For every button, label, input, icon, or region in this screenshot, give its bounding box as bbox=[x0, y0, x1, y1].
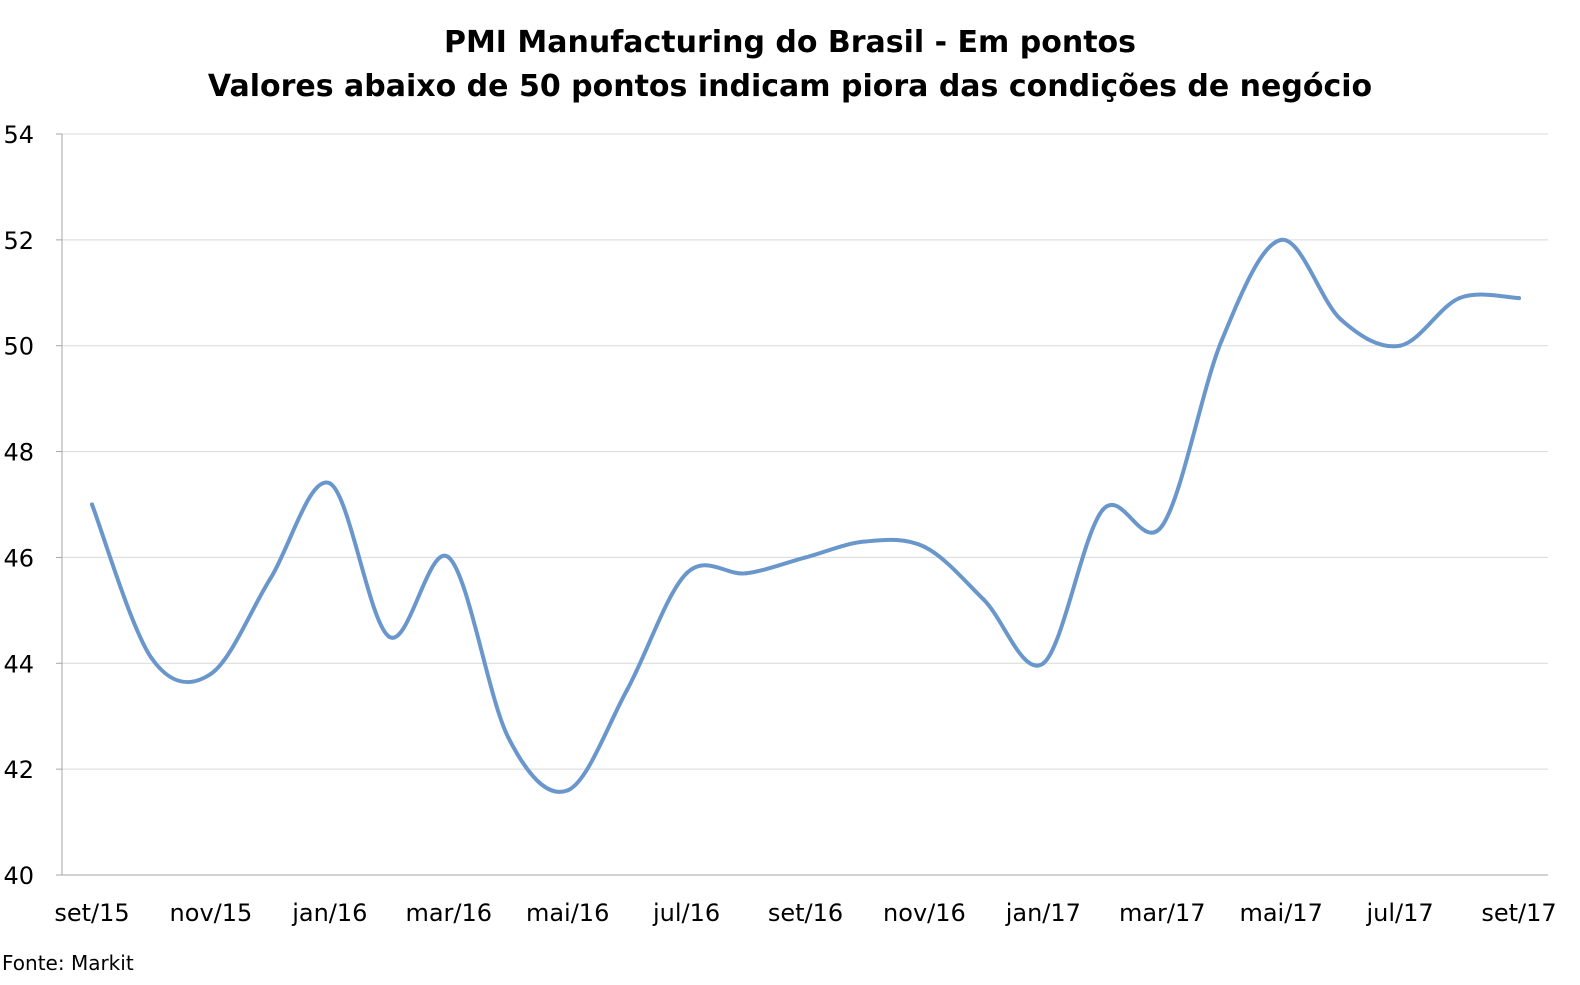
x-tick-label: mai/17 bbox=[1239, 899, 1322, 927]
chart-subtitle: Valores abaixo de 50 pontos indicam pior… bbox=[208, 69, 1372, 104]
x-tick-label: set/16 bbox=[768, 899, 843, 927]
y-tick-label: 42 bbox=[3, 756, 34, 784]
x-tick-label: mar/16 bbox=[405, 899, 492, 927]
x-tick-label: jul/17 bbox=[1365, 899, 1433, 927]
x-tick-label: jan/17 bbox=[1005, 899, 1081, 927]
y-tick-label: 52 bbox=[3, 227, 34, 255]
data-point-nov/15 bbox=[208, 671, 213, 676]
source-note: Fonte: Markit bbox=[2, 951, 134, 975]
x-tick-label: jan/16 bbox=[291, 899, 367, 927]
x-tick-label: nov/15 bbox=[170, 899, 253, 927]
data-point-abr/16 bbox=[506, 735, 511, 740]
data-point-set/17 bbox=[1517, 296, 1521, 301]
y-tick-label: 44 bbox=[3, 650, 34, 678]
data-point-mai/17 bbox=[1279, 237, 1284, 242]
y-tick-label: 48 bbox=[3, 439, 34, 467]
y-tick-label: 40 bbox=[3, 862, 34, 890]
data-point-set/16 bbox=[803, 555, 808, 560]
data-point-jun/16 bbox=[625, 687, 630, 692]
data-point-fev/17 bbox=[1100, 507, 1105, 512]
data-point-mai/16 bbox=[565, 788, 570, 793]
axes bbox=[61, 134, 1548, 876]
y-tick-label: 50 bbox=[3, 333, 34, 361]
x-tick-label: mai/16 bbox=[526, 899, 609, 927]
data-point-jan/16 bbox=[327, 481, 332, 486]
data-point-mar/16 bbox=[446, 555, 451, 560]
y-axis-tick-labels: 40 42 44 46 48 50 52 54 bbox=[3, 121, 34, 890]
x-tick-label: set/17 bbox=[1481, 899, 1556, 927]
data-point-dez/16 bbox=[981, 597, 986, 602]
data-point-jan/17 bbox=[1041, 661, 1046, 666]
data-point-jun/17 bbox=[1338, 317, 1343, 322]
data-point-jul/16 bbox=[684, 571, 689, 576]
x-tick-label: set/15 bbox=[54, 899, 129, 927]
data-point-nov/16 bbox=[922, 544, 927, 549]
data-point-ago/16 bbox=[744, 571, 749, 576]
x-tick-label: nov/16 bbox=[883, 899, 966, 927]
gridlines bbox=[56, 133, 1548, 876]
data-point-ago/17 bbox=[1457, 296, 1462, 301]
data-point-mar/17 bbox=[1160, 523, 1165, 528]
data-point-out/15 bbox=[149, 655, 154, 660]
y-tick-label: 46 bbox=[3, 544, 34, 572]
data-point-abr/17 bbox=[1219, 338, 1224, 343]
data-point-fev/16 bbox=[387, 634, 392, 639]
x-axis-tick-labels: set/15 nov/15 jan/16 mar/16 mai/16 jul/16 set/… bbox=[54, 899, 1556, 927]
x-tick-label: mar/17 bbox=[1119, 899, 1206, 927]
y-tick-label: 54 bbox=[3, 121, 34, 149]
data-point-out/16 bbox=[862, 539, 867, 544]
data-point-jul/17 bbox=[1398, 343, 1403, 348]
data-point-set/15 bbox=[90, 502, 94, 507]
x-tick-label: jul/16 bbox=[652, 899, 720, 927]
data-point-dez/15 bbox=[268, 576, 273, 581]
chart-title: PMI Manufacturing do Brasil - Em pontos bbox=[444, 25, 1136, 60]
series-line-pmi bbox=[90, 237, 1521, 794]
series-layer bbox=[90, 237, 1521, 794]
